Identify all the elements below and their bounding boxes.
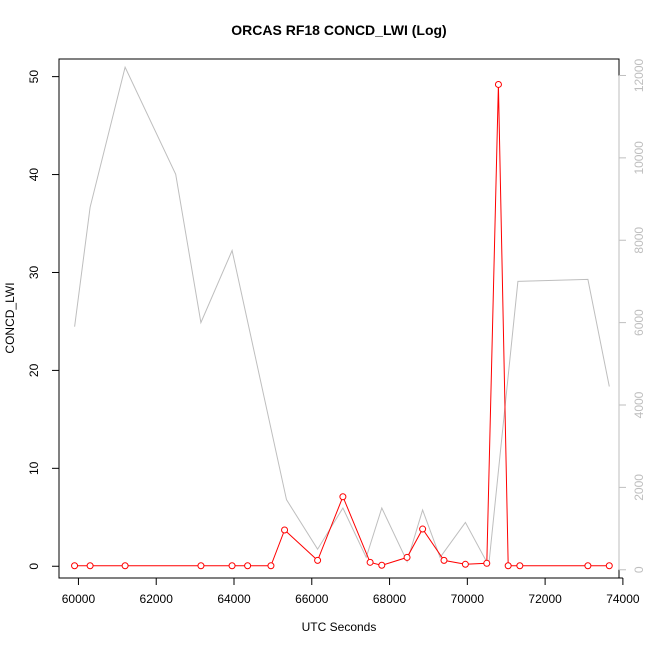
y-tick-label: 10	[27, 461, 41, 475]
y2-tick-label: 6000	[632, 309, 646, 336]
plot-area	[58, 58, 620, 579]
y2-tick-label: 0	[632, 566, 646, 573]
x-tick-label: 72000	[528, 592, 562, 606]
data-point	[267, 562, 275, 570]
y-tick-label: 30	[27, 265, 41, 279]
y-tick-label: 0	[27, 563, 41, 570]
y-tick-label: 50	[27, 70, 41, 84]
y-axis: 0 10 20 30 40 50	[27, 70, 60, 570]
data-point	[228, 562, 236, 570]
data-point	[440, 556, 448, 564]
x-tick-label: 62000	[140, 592, 174, 606]
x-tick-label: 70000	[451, 592, 485, 606]
x-axis: 60000 62000 64000 66000 68000 70000 72000 74000	[62, 577, 640, 606]
y-axis-label: CONCD_LWI	[3, 282, 17, 353]
y2-tick-label: 12000	[632, 58, 646, 92]
data-point	[314, 556, 322, 564]
data-point	[281, 526, 289, 534]
data-point	[339, 493, 347, 501]
data-point	[494, 80, 502, 88]
y-tick-label: 40	[27, 168, 41, 182]
y2-tick-label: 4000	[632, 391, 646, 418]
y2-axis: 0 2000 4000 6000 8000 10000 12000	[618, 58, 646, 573]
data-point	[86, 562, 94, 570]
data-point	[366, 558, 374, 566]
series-left-line	[74, 84, 610, 567]
y2-tick-label: 8000	[632, 227, 646, 254]
data-point	[461, 560, 469, 568]
data-point	[121, 562, 129, 570]
data-point	[71, 562, 79, 570]
x-tick-label: 74000	[606, 592, 640, 606]
data-point	[516, 562, 524, 570]
data-point	[378, 561, 386, 569]
chart-title: ORCAS RF18 CONCD_LWI (Log)	[231, 22, 446, 38]
x-tick-label: 66000	[295, 592, 329, 606]
series-right-layer	[74, 65, 610, 568]
series-left-layer	[71, 80, 613, 570]
x-tick-label: 68000	[373, 592, 407, 606]
y-tick-label: 20	[27, 363, 41, 377]
data-point	[244, 562, 252, 570]
data-point	[419, 525, 427, 533]
x-tick-label: 64000	[217, 592, 251, 606]
data-point	[403, 553, 411, 561]
data-point	[197, 562, 205, 570]
x-axis-label: UTC Seconds	[302, 620, 377, 634]
data-point	[504, 562, 512, 570]
data-point	[584, 562, 592, 570]
series-right-line	[74, 65, 610, 568]
y2-tick-label: 2000	[632, 474, 646, 501]
y2-tick-label: 10000	[632, 141, 646, 175]
data-point	[483, 559, 491, 567]
x-tick-label: 60000	[62, 592, 96, 606]
data-point	[605, 562, 613, 570]
